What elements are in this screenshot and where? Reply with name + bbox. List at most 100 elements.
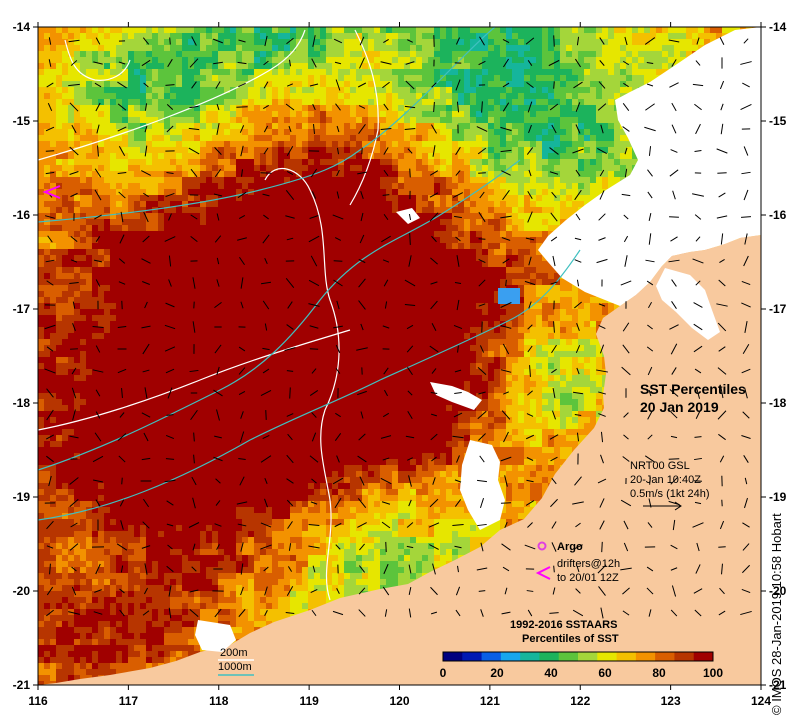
colorbar-swatch: [558, 652, 579, 661]
current-vector: [70, 259, 78, 263]
current-vector: [212, 38, 224, 44]
current-vector: [407, 39, 413, 43]
current-vector: [93, 479, 103, 483]
current-vector: [164, 479, 176, 483]
current-vector: [166, 125, 174, 133]
current-vector: [456, 299, 460, 311]
current-vector: [596, 258, 608, 264]
x-tick-label: 116: [28, 694, 48, 708]
current-vector: [288, 59, 292, 67]
current-vector: [695, 280, 701, 286]
current-vector: [741, 588, 751, 594]
current-vector: [286, 454, 294, 464]
current-vector: [457, 345, 459, 353]
credit-text: © IMOS 28-Jan-2019 10:58 Hobart: [769, 513, 784, 715]
current-vector: [310, 168, 318, 178]
current-vector: [69, 543, 79, 551]
current-vector: [216, 257, 220, 265]
current-vector: [333, 38, 343, 44]
current-vector: [622, 456, 630, 462]
current-vector: [623, 235, 629, 243]
current-vector: [46, 280, 54, 286]
current-vector: [381, 235, 391, 243]
isobath-200m-mid: [38, 329, 351, 431]
current-vector: [165, 458, 175, 460]
current-vector: [719, 520, 725, 530]
current-vector: [744, 321, 748, 333]
current-vector: [742, 411, 750, 419]
current-vector: [598, 413, 606, 417]
current-vector: [311, 432, 317, 442]
current-vector: [478, 303, 486, 307]
current-vector: [648, 389, 652, 397]
current-vector: [336, 191, 340, 199]
current-vector: [551, 542, 557, 552]
current-vector: [429, 212, 439, 222]
current-vector: [408, 475, 412, 487]
current-vector: [238, 215, 246, 219]
current-vector: [550, 212, 558, 222]
current-vector: [548, 59, 560, 67]
current-vector: [262, 234, 270, 244]
current-vector: [142, 498, 150, 508]
current-vector: [671, 124, 677, 134]
current-vector: [240, 145, 244, 157]
current-vector: [717, 367, 727, 375]
current-vector: [502, 189, 510, 201]
current-vector: [357, 82, 367, 88]
current-vector: [310, 589, 318, 593]
current-vector: [288, 125, 292, 133]
current-vector: [670, 609, 678, 617]
current-vector: [188, 522, 200, 528]
current-vector: [336, 300, 340, 310]
current-vector: [528, 124, 532, 134]
current-vector: [285, 278, 295, 288]
current-vector: [260, 172, 272, 174]
current-vector: [453, 324, 463, 330]
current-vector: [118, 61, 126, 65]
current-vector: [694, 214, 702, 220]
current-vector: [117, 433, 127, 441]
current-vector: [237, 61, 247, 65]
current-vector: [118, 191, 126, 199]
current-vector: [117, 368, 127, 374]
current-vector: [141, 170, 151, 176]
current-vector: [408, 608, 412, 618]
colorbar: [443, 652, 714, 661]
current-vector: [719, 37, 725, 45]
current-vector: [382, 259, 390, 263]
current-vector: [286, 171, 294, 175]
current-vector: [600, 124, 604, 134]
current-vector: [695, 123, 701, 135]
current-vector: [384, 389, 388, 397]
current-vector: [240, 301, 244, 309]
current-vector: [309, 325, 319, 329]
current-vector: [549, 434, 559, 440]
current-vector: [431, 322, 437, 332]
current-vector: [214, 235, 222, 243]
current-vector: [574, 414, 582, 416]
colorbar-tick-label: 100: [703, 666, 723, 680]
current-vector: [46, 455, 54, 463]
current-vector: [239, 476, 245, 486]
current-vector: [215, 500, 221, 506]
y-tick-label: -17: [13, 302, 31, 316]
cloud-mask-gulf: [656, 268, 720, 340]
current-vector: [454, 545, 462, 549]
current-vector: [92, 325, 104, 329]
current-vector: [166, 565, 174, 573]
current-vector: [742, 344, 750, 354]
current-vector: [479, 36, 485, 46]
colorbar-swatch: [481, 652, 502, 661]
current-vector: [239, 431, 245, 443]
current-vector: [142, 521, 150, 529]
current-vector: [333, 325, 343, 329]
current-vector: [743, 146, 749, 156]
isobath-label-1000m: 1000m: [218, 661, 252, 673]
current-vector: [237, 237, 247, 241]
current-vector: [286, 37, 294, 45]
current-vector: [478, 590, 486, 592]
current-vector: [288, 543, 292, 551]
current-vector: [335, 412, 341, 418]
